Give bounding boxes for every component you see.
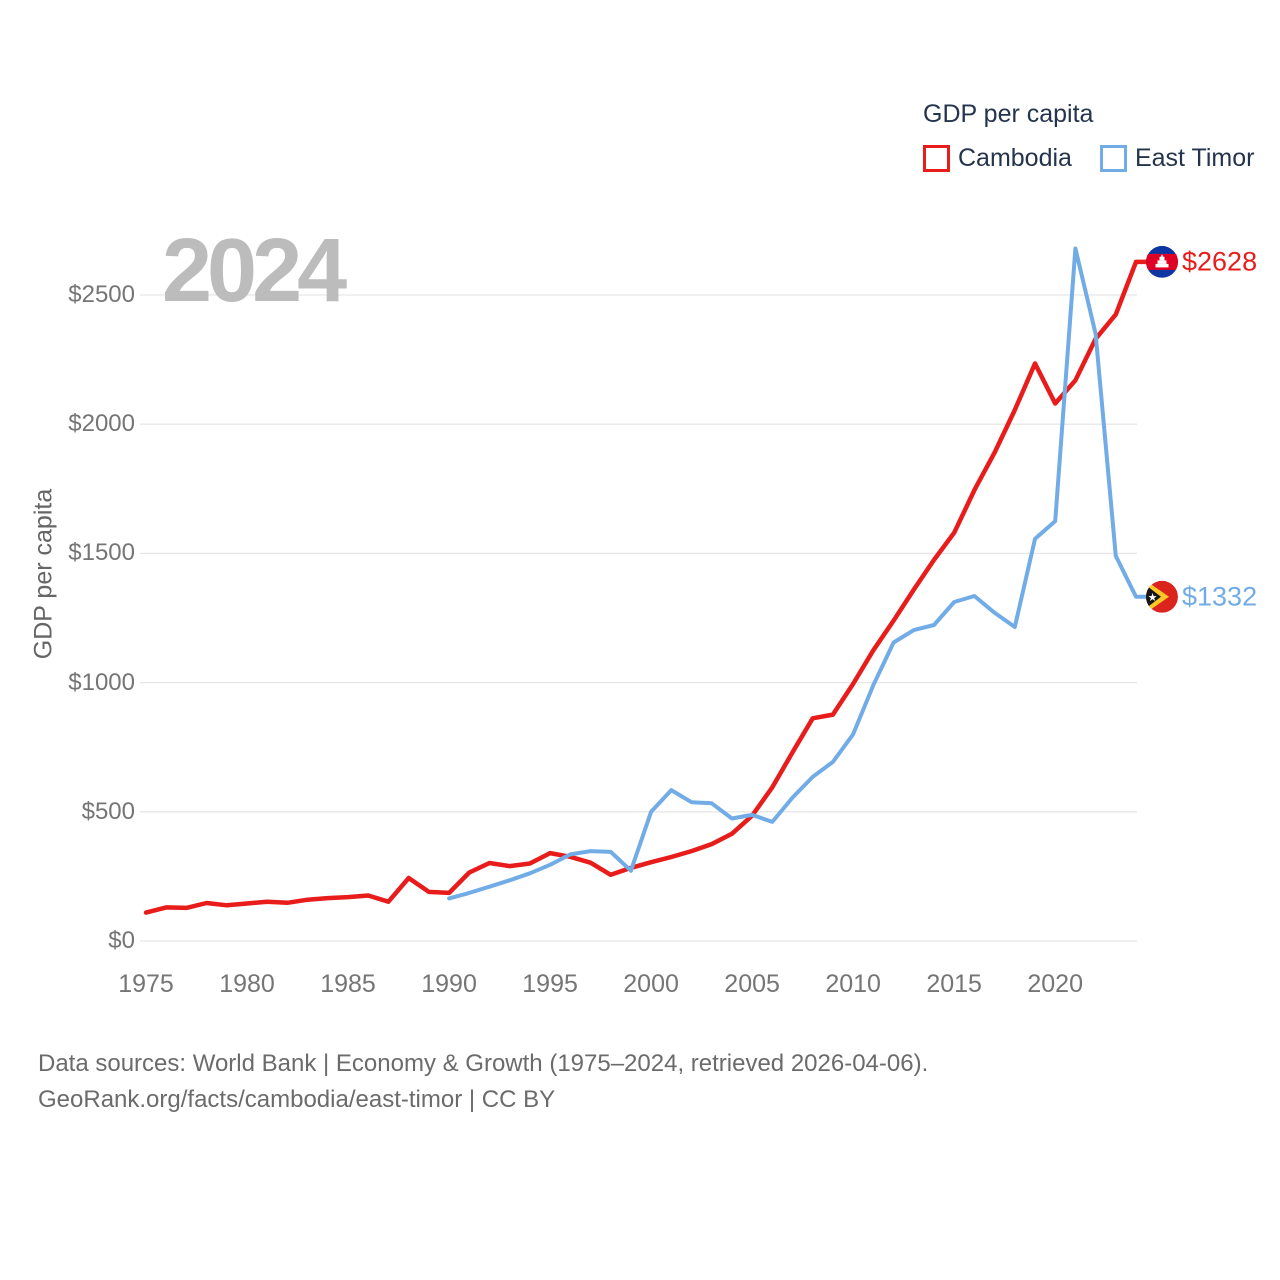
legend-entry-east-timor[interactable]: East Timor: [1099, 144, 1255, 173]
svg-text:★: ★: [1148, 592, 1158, 604]
y-tick-label: $1500: [68, 539, 135, 567]
cambodia-flag-icon: [1146, 245, 1178, 278]
watermark-year: 2024: [162, 221, 347, 321]
x-tick-label: 2000: [623, 970, 679, 998]
legend-label-cambodia: Cambodia: [958, 144, 1072, 172]
x-tick-label: 2020: [1027, 970, 1083, 998]
east-timor-end-value-label: $1332: [1182, 581, 1258, 612]
x-tick-label: 1980: [219, 970, 275, 998]
cambodia-end-value-label: $2628: [1182, 246, 1258, 277]
x-tick-label: 2010: [825, 970, 881, 998]
y-axis-title: GDP per capita: [29, 488, 58, 660]
legend-entry-cambodia[interactable]: Cambodia: [923, 144, 1072, 173]
east-timor-flag-icon: ★: [1146, 580, 1178, 613]
x-tick-label: 1975: [118, 970, 174, 998]
x-tick-label: 2005: [724, 970, 780, 998]
source-url-text: GeoRank.org/facts/cambodia/east-timor | …: [38, 1086, 556, 1113]
x-tick-label: 1990: [421, 970, 477, 998]
y-tick-label: $1000: [68, 668, 135, 696]
x-tick-label: 2015: [926, 970, 982, 998]
east-timor-line: [447, 246, 1149, 901]
legend-label-east-timor: East Timor: [1134, 144, 1255, 172]
series-lines: [143, 246, 1150, 915]
y-tick-label: $0: [108, 927, 135, 954]
east-timor-swatch-icon: [1099, 145, 1127, 172]
x-tick-label: 1985: [320, 970, 376, 998]
y-tick-label: $2000: [68, 410, 135, 438]
y-tick-label: $500: [81, 797, 135, 825]
x-tick-label: 1995: [522, 970, 578, 998]
legend-entries: Cambodia East Timor: [923, 144, 1254, 173]
cambodia-line: [143, 259, 1150, 915]
legend: GDP per capita Cambodia East Timor: [923, 100, 1254, 173]
footer-attribution: Data sources: World Bank | Economy & Gro…: [38, 1046, 928, 1118]
data-sources-text: Data sources: World Bank | Economy & Gro…: [38, 1050, 929, 1077]
legend-title: GDP per capita: [923, 100, 1094, 128]
gridlines: [140, 294, 1137, 942]
y-tick-label: $2500: [68, 281, 135, 308]
cambodia-swatch-icon: [923, 145, 950, 172]
